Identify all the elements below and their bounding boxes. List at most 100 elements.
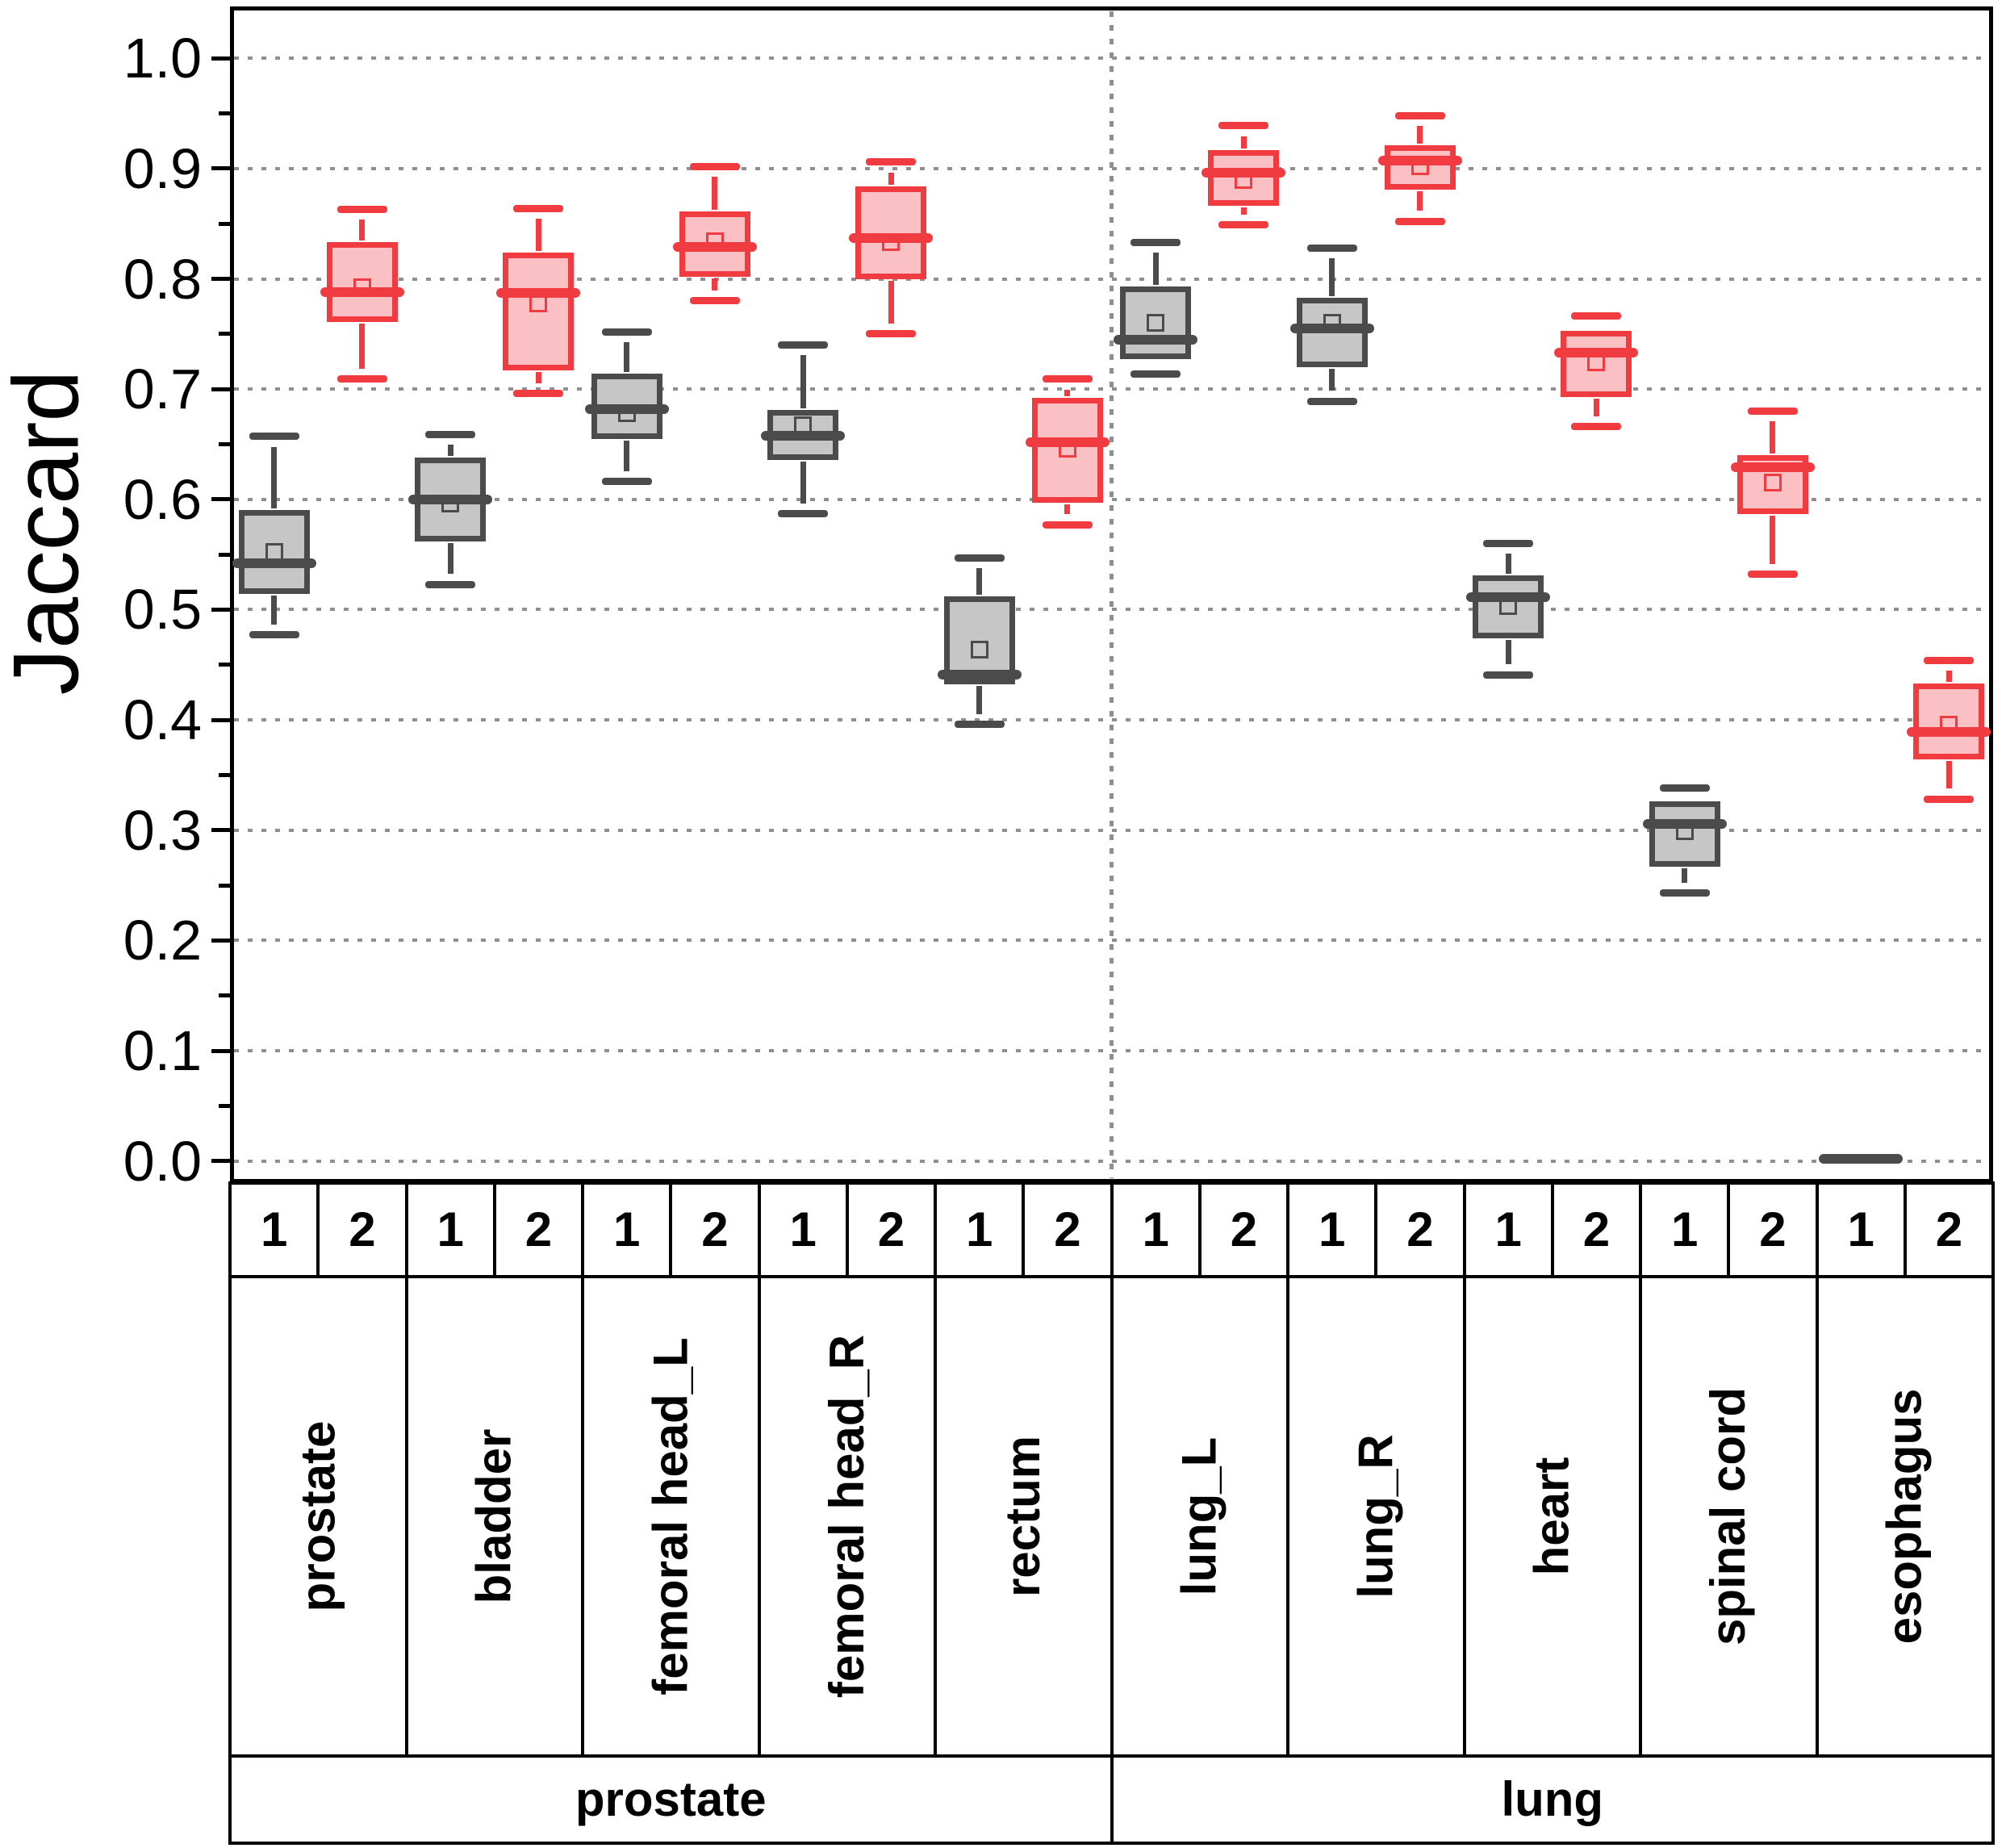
box-lung-l-2 xyxy=(1208,149,1280,207)
whisker-top-line-spinal-cord-2 xyxy=(1770,421,1776,454)
method-label: 1 xyxy=(1847,1202,1874,1256)
whisker-top-cap-lung-l-2 xyxy=(1218,122,1269,130)
y-tick-label-0-0: 0.0 xyxy=(123,1129,202,1193)
whisker-bottom-line-rectum-1 xyxy=(976,686,983,714)
y-tick-label-0-3: 0.3 xyxy=(123,798,202,862)
group-cell-lung: lung xyxy=(1110,1754,1995,1845)
whisker-top-line-femoral-head-r-2 xyxy=(888,172,894,185)
whisker-top-cap-heart-1 xyxy=(1483,539,1534,547)
method-cell-prostate-1: 1 xyxy=(228,1181,320,1278)
y-tick-label-0-4: 0.4 xyxy=(123,688,202,752)
whisker-bottom-cap-femoral-head-l-2 xyxy=(689,297,740,305)
whisker-top-cap-prostate-2 xyxy=(336,205,387,213)
method-cell-heart-1: 1 xyxy=(1462,1181,1554,1278)
whisker-bottom-line-femoral-head-l-2 xyxy=(712,278,718,291)
y-major-tick-0-9 xyxy=(211,166,230,171)
median-line-femoral-head-r-1 xyxy=(761,430,846,441)
y-minor-tick-0-65 xyxy=(219,441,230,446)
median-line-prostate-2 xyxy=(320,286,404,297)
group-label: prostate xyxy=(575,1772,767,1826)
whisker-top-cap-prostate-1 xyxy=(249,433,299,441)
whisker-bottom-line-femoral-head-r-1 xyxy=(800,461,806,504)
whisker-top-cap-lung-r-2 xyxy=(1394,111,1445,119)
y-minor-tick-0-45 xyxy=(219,663,230,667)
method-cell-spinal-cord-1: 1 xyxy=(1639,1181,1731,1278)
organ-label: lung_R xyxy=(1348,1434,1403,1599)
method-label: 2 xyxy=(1230,1202,1258,1256)
box-spinal-cord-1 xyxy=(1649,801,1720,867)
whisker-bottom-cap-lung-l-2 xyxy=(1218,221,1269,229)
y-minor-tick-0-15 xyxy=(219,993,230,998)
organ-cell-esophagus: esophagus xyxy=(1815,1275,1995,1758)
organ-label: rectum xyxy=(996,1435,1051,1598)
y-major-tick-0-1 xyxy=(211,1048,230,1053)
organ-label: femoral head_R xyxy=(819,1334,874,1699)
median-line-lung-r-1 xyxy=(1289,324,1374,333)
whisker-top-line-prostate-2 xyxy=(359,220,366,241)
median-line-spinal-cord-2 xyxy=(1730,462,1815,473)
whisker-top-line-lung-l-1 xyxy=(1152,253,1159,286)
mean-marker-lung-r-1 xyxy=(1323,314,1341,332)
whisker-bottom-line-lung-r-2 xyxy=(1417,190,1423,211)
box-heart-1 xyxy=(1473,575,1544,638)
method-label: 2 xyxy=(1582,1202,1611,1256)
whisker-top-line-lung-r-2 xyxy=(1417,126,1423,144)
organ-cell-femoral-head-r: femoral head_R xyxy=(757,1275,937,1758)
box-femoral-head-r-2 xyxy=(855,186,927,279)
mean-marker-lung-r-2 xyxy=(1410,157,1429,176)
organ-label: femoral head_L xyxy=(643,1337,698,1695)
organ-cell-femoral-head-l: femoral head_L xyxy=(581,1275,761,1758)
box-esophagus-1 xyxy=(1819,1153,1904,1164)
y-major-tick-0-7 xyxy=(211,387,230,391)
mean-marker-rectum-1 xyxy=(970,640,988,659)
method-cell-esophagus-2: 2 xyxy=(1903,1181,1995,1278)
method-cell-esophagus-1: 1 xyxy=(1815,1181,1907,1278)
whisker-top-cap-rectum-2 xyxy=(1042,375,1093,383)
method-cell-lung-r-1: 1 xyxy=(1286,1181,1378,1278)
method-label: 1 xyxy=(1494,1202,1522,1256)
mean-marker-bladder-1 xyxy=(441,495,460,513)
whisker-bottom-line-esophagus-2 xyxy=(1945,761,1952,789)
whisker-top-line-prostate-1 xyxy=(271,446,278,509)
method-label: 2 xyxy=(524,1202,553,1256)
y-tick-label-0-2: 0.2 xyxy=(123,909,202,972)
organ-label: spinal cord xyxy=(1701,1386,1756,1646)
whisker-bottom-cap-esophagus-2 xyxy=(1924,795,1975,803)
y-minor-tick-0-25 xyxy=(219,883,230,888)
method-cell-lung-r-2: 2 xyxy=(1374,1181,1466,1278)
method-cell-bladder-2: 2 xyxy=(492,1181,584,1278)
box-bladder-2 xyxy=(503,252,575,370)
y-minor-tick-0-35 xyxy=(219,772,230,777)
y-major-tick-0-4 xyxy=(211,717,230,722)
y-major-tick-0-5 xyxy=(211,607,230,612)
whisker-top-line-femoral-head-l-1 xyxy=(624,342,630,373)
method-label: 1 xyxy=(965,1202,993,1256)
organ-label: lung_L xyxy=(1172,1436,1227,1596)
whisker-top-cap-femoral-head-r-2 xyxy=(866,158,917,166)
method-cell-spinal-cord-2: 2 xyxy=(1727,1181,1819,1278)
whisker-top-line-rectum-1 xyxy=(976,568,983,596)
whisker-bottom-line-heart-2 xyxy=(1593,398,1599,416)
method-cell-femoral-head-r-1: 1 xyxy=(757,1181,849,1278)
method-label: 1 xyxy=(612,1202,641,1256)
method-cell-heart-2: 2 xyxy=(1550,1181,1642,1278)
whisker-bottom-cap-spinal-cord-2 xyxy=(1747,571,1798,579)
y-major-tick-0-0 xyxy=(211,1159,230,1164)
method-label: 1 xyxy=(1318,1202,1346,1256)
box-lung-l-1 xyxy=(1120,286,1192,360)
whisker-bottom-line-femoral-head-r-2 xyxy=(888,280,894,324)
y-tick-label-1-0: 1.0 xyxy=(123,27,202,90)
y-tick-label-0-6: 0.6 xyxy=(123,467,202,531)
organ-cell-spinal-cord: spinal cord xyxy=(1639,1275,1819,1758)
organ-label: esophagus xyxy=(1877,1388,1932,1645)
organ-cell-lung-r: lung_R xyxy=(1286,1275,1466,1758)
y-major-tick-0-2 xyxy=(211,938,230,943)
organ-cell-rectum: rectum xyxy=(934,1275,1114,1758)
box-esophagus-2 xyxy=(1913,683,1985,760)
box-prostate-2 xyxy=(326,242,398,322)
y-minor-tick-0-85 xyxy=(219,221,230,226)
method-cell-bladder-1: 1 xyxy=(404,1181,496,1278)
whisker-bottom-line-lung-r-1 xyxy=(1329,368,1335,391)
organ-cell-lung-l: lung_L xyxy=(1110,1275,1289,1758)
